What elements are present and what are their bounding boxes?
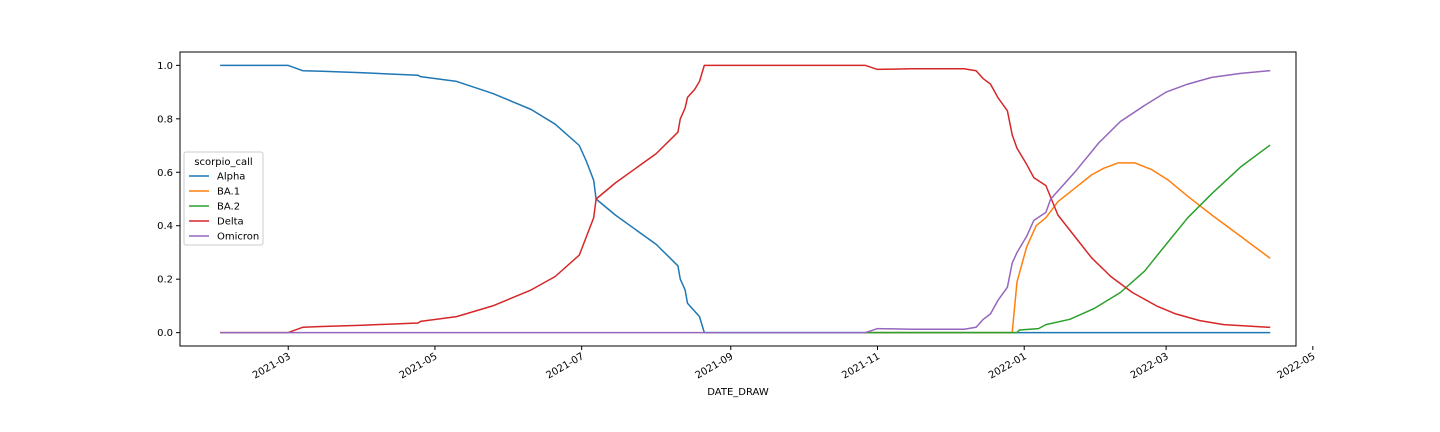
- y-tick-label: 0.4: [157, 221, 173, 232]
- y-tick-label: 1.0: [157, 61, 173, 72]
- series-line-ba-1: [864, 162, 1271, 334]
- legend-label-alpha: Alpha: [217, 172, 245, 183]
- x-tick-label: 2021-05: [398, 351, 440, 381]
- x-tick-label: 2022-05: [1276, 351, 1318, 381]
- legend-label-ba-2: BA.2: [217, 202, 240, 213]
- x-tick-label: 2022-01: [987, 351, 1029, 381]
- series-line-delta: [220, 64, 1271, 334]
- y-tick-label: 0.2: [157, 275, 173, 286]
- plot-frame: [179, 51, 1297, 347]
- x-tick-label: 2022-03: [1129, 351, 1171, 381]
- series-line-ba-2: [864, 144, 1271, 334]
- y-axis: 0.0 0.2 0.4 0.6 0.8 1.0: [157, 61, 180, 339]
- series-line-omicron: [220, 69, 1271, 334]
- x-tick-label: 2021-03: [251, 351, 293, 381]
- legend-label-ba-1: BA.1: [217, 187, 240, 198]
- y-tick-label: 0.6: [157, 168, 173, 179]
- series-line-alpha: [220, 64, 1271, 334]
- legend-title: scorpio_call: [194, 157, 252, 168]
- legend-label-delta: Delta: [217, 217, 244, 228]
- x-axis: 2021-03 2021-05 2021-07 2021-09 2021-11 2022-…: [251, 346, 1317, 381]
- legend-label-omicron: Omicron: [217, 232, 259, 243]
- x-tick-label: 2021-07: [544, 351, 586, 381]
- y-tick-label: 0.0: [157, 328, 173, 339]
- x-axis-title: DATE_DRAW: [707, 387, 769, 398]
- series-layer: [220, 64, 1271, 334]
- y-tick-label: 0.8: [157, 114, 173, 125]
- legend: scorpio_call Alpha BA.1 BA.2 Delta Omicron: [183, 151, 264, 246]
- legend-items: Alpha BA.1 BA.2 Delta Omicron: [189, 172, 259, 243]
- x-tick-label: 2021-09: [694, 351, 736, 381]
- x-tick-label: 2021-11: [840, 351, 882, 381]
